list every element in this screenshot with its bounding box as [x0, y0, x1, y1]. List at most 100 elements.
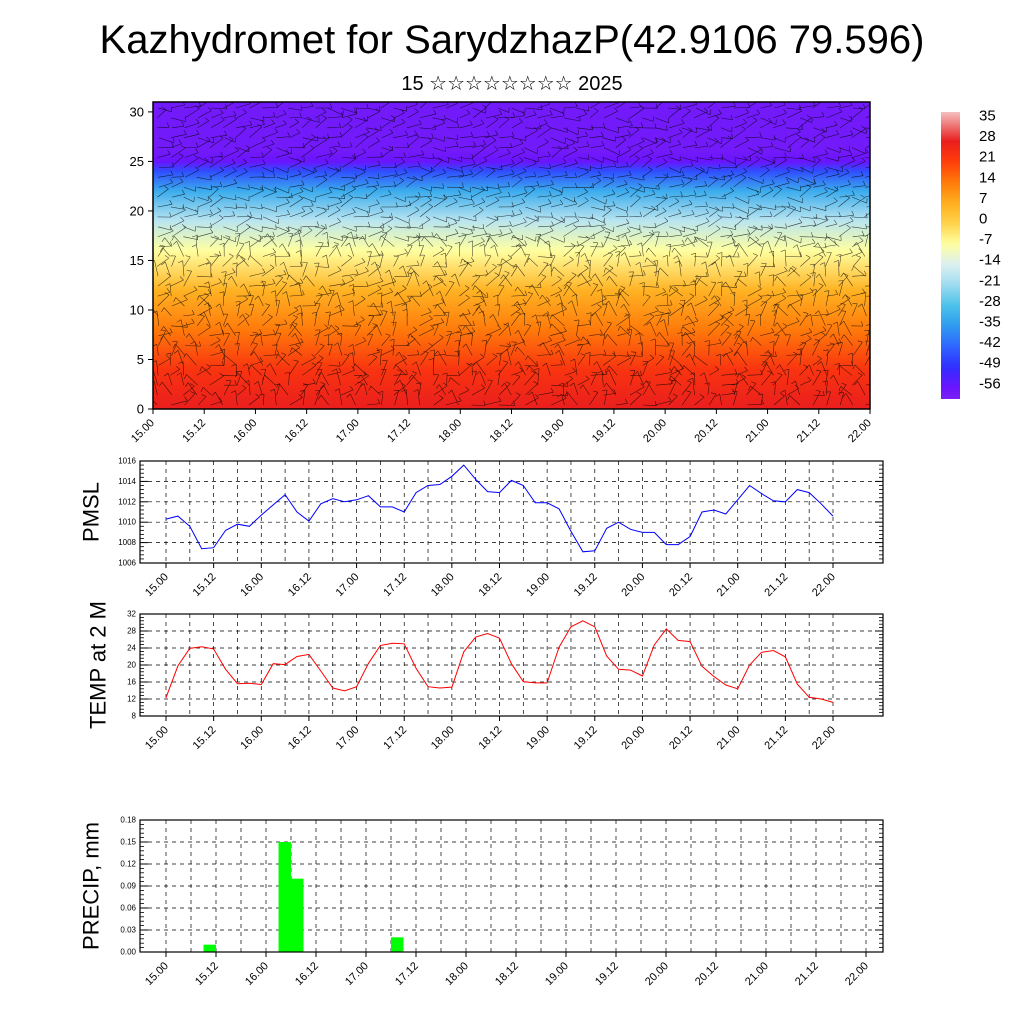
x-axis: 15.00 15.12 16.00 16.12 17.00 17.12 18.00 18.12…	[143, 563, 838, 599]
y-tick-label: 12	[127, 695, 136, 704]
y-tick-label: 1008	[118, 538, 136, 547]
colorbar-label: 7	[979, 190, 987, 207]
x-tick-label: 21.12	[762, 571, 790, 599]
x-tick-label: 18.00	[436, 417, 464, 445]
x-tick-label: 20.00	[619, 571, 647, 599]
y-tick-label: 15	[130, 253, 144, 268]
x-tick-label: 15.00	[143, 571, 171, 599]
y-tick-label: 1006	[118, 559, 136, 568]
wind-barbs	[153, 102, 870, 406]
colorbar-labels: 35 28 21 14 7 0 -7 -14 -21 -28 -35 -42 -49 -56	[979, 108, 1001, 393]
y-tick-label: 0.18	[120, 816, 136, 825]
temperature-field	[153, 102, 870, 409]
y-axis: 0.00 0.03 0.06 0.09 0.12 0.15 0.18	[120, 816, 883, 957]
pmsl-panel: 1006 1008 1010 1012 1014 1016 PMSL 15.00 15.12 16…	[79, 457, 884, 599]
x-tick-label: 17.00	[334, 571, 362, 599]
y-tick-label: 30	[130, 104, 144, 119]
colorbar-label: 14	[979, 169, 996, 186]
precip-bar	[278, 842, 291, 952]
x-tick-label: 20.12	[667, 571, 695, 599]
x-tick-label: 21.12	[793, 960, 821, 988]
x-tick-label: 15.12	[193, 960, 221, 988]
colorbar-label: -56	[979, 375, 1001, 392]
y-tick-label: 20	[130, 203, 144, 218]
y-tick-label: 8	[132, 712, 137, 721]
colorbar-label: -42	[979, 334, 1001, 351]
y-tick-label: 1014	[118, 477, 136, 486]
x-tick-label: 21.12	[795, 417, 823, 445]
x-axis: 15.00 15.12 16.00 16.12 17.00 17.12 18.00 18.12…	[143, 716, 838, 752]
x-tick-label: 17.00	[334, 724, 362, 752]
chart-subtitle: 15 ☆☆☆☆☆☆☆☆ 2025	[401, 73, 623, 95]
y-tick-label: 0.15	[120, 838, 136, 847]
x-tick-label: 17.12	[393, 960, 421, 988]
chart-title: Kazhydromet for SarydzhazP(42.9106 79.59…	[99, 18, 925, 62]
x-tick-label: 21.00	[743, 960, 771, 988]
x-axis: 15.00 15.12 16.00 16.12 17.00 17.12 18.00 18.12…	[143, 952, 871, 988]
precip-bar	[391, 937, 404, 952]
colorbar-label: -35	[979, 314, 1001, 331]
x-tick-label: 18.00	[429, 724, 457, 752]
x-tick-label: 17.12	[385, 417, 413, 445]
pmsl-line	[165, 464, 834, 553]
x-tick-label: 15.12	[191, 724, 219, 752]
x-tick-label: 16.12	[293, 960, 321, 988]
y-tick-label: 0.12	[120, 860, 136, 869]
x-tick-label: 18.12	[488, 417, 516, 445]
y-tick-label: 0.03	[120, 926, 136, 935]
x-tick-label: 20.00	[643, 960, 671, 988]
colorbar-label: 28	[979, 128, 996, 145]
y-axis-title: PMSL	[79, 482, 104, 542]
colorbar-label: -49	[979, 355, 1001, 372]
colorbar-label: -14	[979, 252, 1001, 269]
x-tick-label: 21.00	[744, 417, 772, 445]
x-tick-label: 15.12	[191, 571, 219, 599]
x-tick-label: 22.00	[810, 724, 838, 752]
x-tick-label: 19.12	[593, 960, 621, 988]
y-axis: 8 12 16 20 24 28 32	[127, 610, 883, 721]
x-tick-label: 18.12	[477, 571, 505, 599]
y-tick-label: 0.09	[120, 882, 136, 891]
x-tick-label: 19.00	[524, 571, 552, 599]
x-tick-label: 19.00	[543, 960, 571, 988]
x-tick-label: 19.12	[590, 417, 618, 445]
y-tick-label: 32	[127, 610, 136, 619]
x-tick-label: 19.00	[539, 417, 567, 445]
x-tick-label: 19.12	[572, 724, 600, 752]
top-x-axis: 15.00 15.12 16.00 16.12 17.00 17.12 18.00 18.12…	[129, 409, 874, 445]
colorbar-label: -21	[979, 272, 1001, 289]
y-tick-label: 1012	[118, 497, 136, 506]
panel-frame	[139, 460, 884, 564]
colorbar-label: 21	[979, 149, 996, 166]
colorbar-label: -7	[979, 231, 992, 248]
x-tick-label: 17.12	[381, 724, 409, 752]
x-tick-label: 15.00	[143, 960, 171, 988]
y-axis-title: TEMP at 2 M	[86, 601, 111, 729]
precip-bar	[291, 878, 304, 952]
x-tick-label: 18.12	[493, 960, 521, 988]
precip-panel: 0.00 0.03 0.06 0.09 0.12 0.15 0.18 PRECIP, mm 15…	[79, 816, 884, 988]
y-tick-label: 1016	[118, 457, 136, 466]
grid-lines	[140, 614, 883, 716]
y-tick-label: 28	[127, 627, 136, 636]
y-tick-label: 25	[130, 154, 144, 169]
y-tick-label: 5	[137, 352, 144, 367]
y-tick-label: 0	[137, 402, 144, 417]
x-tick-label: 16.12	[286, 571, 314, 599]
top-y-axis: 0 5 10 15 20 25 30	[130, 104, 153, 417]
x-tick-label: 19.00	[524, 724, 552, 752]
y-axis: 1006 1008 1010 1012 1014 1016	[118, 457, 883, 568]
x-tick-label: 21.12	[762, 724, 790, 752]
colorbar-label: 0	[979, 211, 987, 228]
y-tick-label: 24	[127, 644, 136, 653]
temperature-section-panel: 0 5 10 15 20 25 30 15.00 15.12 16.00 16.12 17.00 17…	[129, 101, 874, 445]
precip-bar	[203, 944, 216, 952]
x-tick-label: 17.00	[334, 417, 362, 445]
x-tick-label: 17.12	[381, 571, 409, 599]
x-tick-label: 16.00	[231, 417, 259, 445]
x-tick-label: 20.12	[693, 960, 721, 988]
colorbar-gradient	[941, 112, 960, 399]
x-tick-label: 22.00	[843, 960, 871, 988]
x-tick-label: 16.12	[286, 724, 314, 752]
